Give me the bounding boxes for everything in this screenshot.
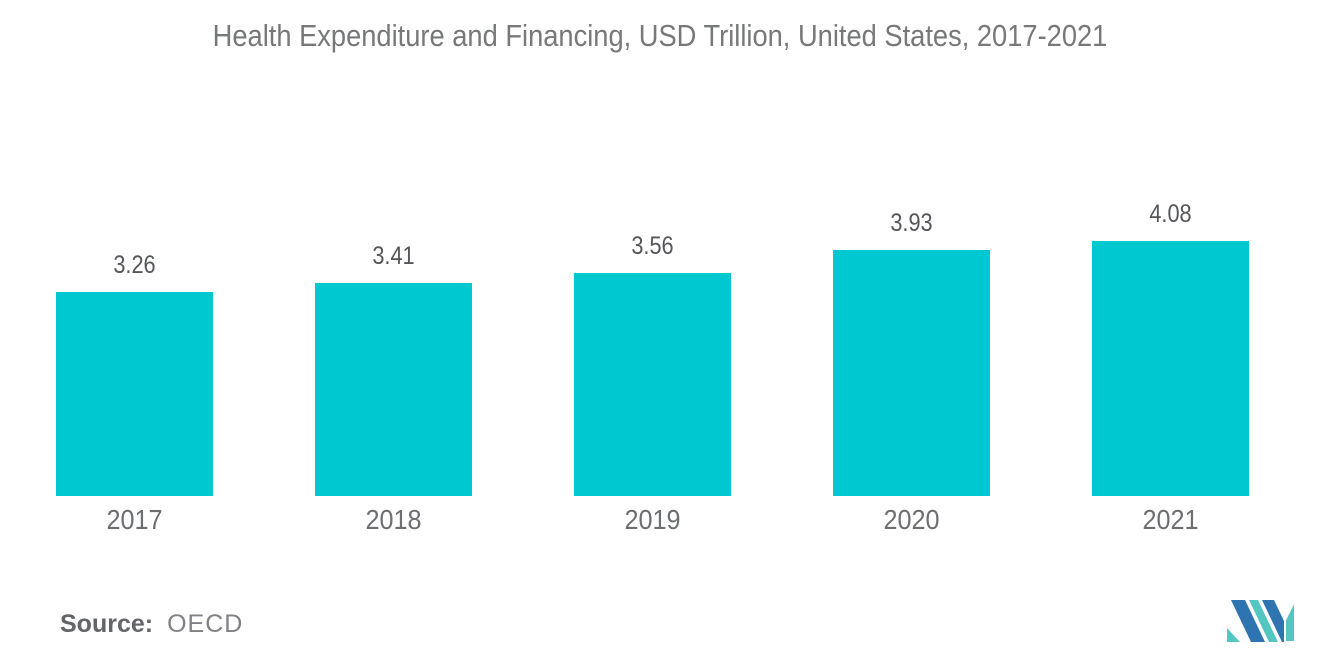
value-label-2019: 3.56 — [631, 232, 674, 261]
year-label-2021: 2021 — [1142, 504, 1199, 535]
bar-2018 — [314, 282, 472, 496]
mordor-intelligence-logo-icon — [1227, 600, 1295, 642]
bar-2020 — [832, 250, 990, 496]
year-label-2019: 2019 — [624, 504, 681, 535]
year-label-2018: 2018 — [365, 504, 422, 535]
year-label-2020: 2020 — [883, 504, 940, 535]
chart-title: Health Expenditure and Financing, USD Tr… — [212, 18, 1108, 53]
value-label-2020: 3.93 — [890, 209, 933, 238]
bar-2019 — [573, 273, 731, 496]
value-label-2021: 4.08 — [1149, 199, 1192, 228]
source-line: Source: OECD — [60, 609, 243, 639]
source-label: Source: — [60, 610, 154, 638]
source-value: OECD — [167, 610, 244, 638]
value-label-2017: 3.26 — [112, 250, 156, 279]
bar-2017 — [55, 291, 213, 496]
value-label-2018: 3.41 — [371, 241, 415, 270]
bar-2021 — [1091, 240, 1249, 496]
year-label-2017: 2017 — [105, 504, 163, 535]
